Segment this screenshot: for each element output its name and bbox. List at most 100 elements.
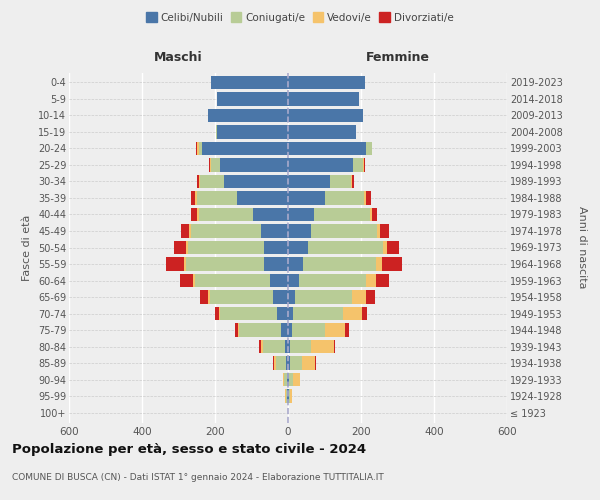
Bar: [383, 240, 386, 254]
Bar: [376, 257, 382, 271]
Bar: [288, 257, 304, 271]
Bar: [289, 390, 290, 403]
Bar: [293, 307, 343, 320]
Bar: [302, 356, 316, 370]
Bar: [288, 92, 359, 106]
Bar: [362, 307, 367, 320]
Bar: [325, 324, 346, 337]
Bar: [215, 307, 218, 320]
Bar: [308, 240, 383, 254]
Bar: [289, 373, 293, 386]
Bar: [235, 324, 238, 337]
Bar: [277, 307, 288, 320]
Bar: [363, 158, 364, 172]
Bar: [288, 158, 353, 172]
Bar: [274, 356, 276, 370]
Bar: [217, 125, 288, 138]
Bar: [261, 340, 263, 353]
Text: Femmine: Femmine: [365, 51, 430, 64]
Bar: [264, 240, 288, 254]
Bar: [351, 174, 352, 188]
Bar: [367, 290, 374, 304]
Bar: [380, 224, 389, 238]
Bar: [343, 307, 362, 320]
Bar: [193, 274, 195, 287]
Bar: [371, 208, 377, 221]
Bar: [218, 307, 220, 320]
Bar: [295, 290, 352, 304]
Bar: [352, 174, 354, 188]
Bar: [353, 158, 363, 172]
Bar: [285, 390, 286, 403]
Bar: [288, 76, 365, 89]
Bar: [304, 257, 376, 271]
Bar: [283, 373, 284, 386]
Bar: [288, 373, 289, 386]
Bar: [286, 356, 288, 370]
Bar: [330, 174, 351, 188]
Y-axis label: Anni di nascita: Anni di nascita: [577, 206, 587, 288]
Bar: [209, 158, 211, 172]
Bar: [181, 274, 193, 287]
Bar: [311, 340, 334, 353]
Bar: [200, 290, 208, 304]
Bar: [370, 208, 371, 221]
Bar: [376, 274, 389, 287]
Legend: Celibi/Nubili, Coniugati/e, Vedovi/e, Divorziati/e: Celibi/Nubili, Coniugati/e, Vedovi/e, Di…: [144, 10, 456, 24]
Bar: [364, 191, 366, 204]
Bar: [263, 340, 285, 353]
Text: COMUNE DI BUSCA (CN) - Dati ISTAT 1° gennaio 2024 - Elaborazione TUTTITALIA.IT: COMUNE DI BUSCA (CN) - Dati ISTAT 1° gen…: [12, 472, 384, 482]
Bar: [174, 240, 186, 254]
Bar: [334, 340, 335, 353]
Bar: [367, 274, 376, 287]
Bar: [274, 290, 288, 304]
Bar: [197, 208, 199, 221]
Bar: [186, 240, 188, 254]
Bar: [209, 290, 274, 304]
Bar: [284, 373, 287, 386]
Bar: [190, 224, 191, 238]
Bar: [259, 340, 261, 353]
Bar: [188, 240, 264, 254]
Bar: [276, 356, 286, 370]
Bar: [311, 224, 377, 238]
Bar: [288, 224, 311, 238]
Bar: [184, 257, 186, 271]
Bar: [217, 92, 288, 106]
Bar: [264, 257, 288, 271]
Bar: [195, 274, 270, 287]
Bar: [186, 257, 264, 271]
Bar: [288, 208, 314, 221]
Bar: [191, 191, 195, 204]
Bar: [288, 290, 295, 304]
Bar: [197, 174, 199, 188]
Bar: [200, 174, 224, 188]
Bar: [288, 340, 290, 353]
Bar: [199, 174, 200, 188]
Bar: [202, 142, 288, 155]
Bar: [288, 324, 292, 337]
Bar: [270, 274, 288, 287]
Y-axis label: Fasce di età: Fasce di età: [22, 214, 32, 280]
Bar: [197, 142, 199, 155]
Bar: [237, 191, 288, 204]
Bar: [293, 373, 300, 386]
Bar: [285, 340, 288, 353]
Bar: [364, 158, 365, 172]
Bar: [287, 390, 288, 403]
Bar: [166, 257, 184, 271]
Bar: [196, 142, 197, 155]
Bar: [288, 174, 330, 188]
Bar: [288, 108, 363, 122]
Bar: [346, 324, 349, 337]
Bar: [260, 224, 288, 238]
Bar: [211, 76, 288, 89]
Bar: [199, 142, 202, 155]
Bar: [290, 390, 292, 403]
Bar: [211, 158, 220, 172]
Bar: [224, 174, 288, 188]
Bar: [314, 208, 370, 221]
Bar: [220, 158, 288, 172]
Bar: [191, 208, 197, 221]
Bar: [286, 390, 287, 403]
